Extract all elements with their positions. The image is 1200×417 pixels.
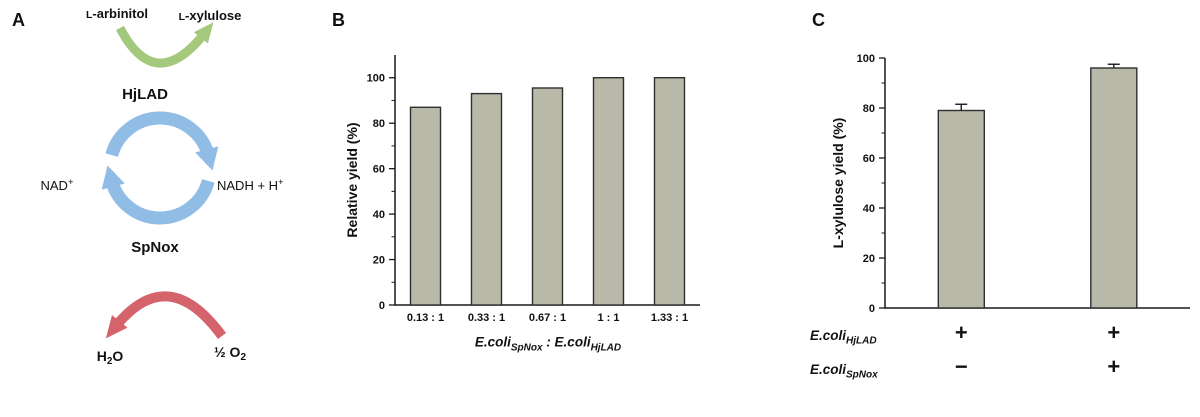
y-tick-label: 40 bbox=[863, 203, 875, 215]
bar bbox=[409, 106, 442, 306]
bar bbox=[1090, 67, 1138, 309]
panel-b-label: B bbox=[332, 10, 345, 30]
y-tick-label: 20 bbox=[373, 255, 385, 267]
y-tick-label: 100 bbox=[857, 53, 875, 65]
chart-b-yaxis-title: Relative yield (%) bbox=[344, 122, 360, 238]
xlabel-ecoli-hjlad: E.coli bbox=[554, 334, 591, 350]
condition-row-label: E.coliSpNox bbox=[810, 362, 878, 381]
cofactor-cycle-arrow-bottom bbox=[101, 165, 215, 225]
enzyme-hjlad-label: HjLAD bbox=[122, 86, 168, 103]
relative-yield-bar-chart: 0 20 40 60 80 100 0.13 : 1 0.33 : 1 0.67 : 1 1 : … bbox=[367, 55, 700, 324]
bar bbox=[531, 87, 564, 306]
water-label: H2O bbox=[97, 348, 124, 367]
substrate-top-label: L-arbinitol bbox=[86, 6, 148, 21]
condition-value: − bbox=[955, 354, 968, 379]
x-tick-label: 1.33 : 1 bbox=[651, 312, 688, 324]
oxygen-reduction-arrow bbox=[105, 291, 227, 339]
y-tick-label: 80 bbox=[373, 118, 385, 130]
bar bbox=[937, 109, 986, 309]
l-xylulose-yield-bar-chart: 0 20 40 60 80 100 E.coliHjLAD + + E.coliSpNox − + bbox=[810, 53, 1190, 381]
bar bbox=[653, 77, 686, 306]
panel-a-label: A bbox=[12, 10, 25, 30]
panel-c-label: C bbox=[812, 10, 825, 30]
cofactor-cycle-arrow-top bbox=[105, 111, 219, 171]
y-tick-label: 100 bbox=[367, 73, 385, 85]
condition-value: + bbox=[1107, 320, 1120, 345]
condition-value: + bbox=[1107, 354, 1120, 379]
nad-label: NAD+ bbox=[40, 177, 73, 193]
product-top-label: L-xylulose bbox=[179, 8, 242, 23]
x-tick-label: 0.13 : 1 bbox=[407, 312, 444, 324]
enzymatic-cycle-diagram: L-arbinitol L-xylulose HjLAD NAD+ NADH +… bbox=[40, 6, 284, 367]
enzyme-spnox-label: SpNox bbox=[131, 239, 179, 256]
nadh-label: NADH + H+ bbox=[217, 177, 284, 193]
x-tick-label: 0.67 : 1 bbox=[529, 312, 566, 324]
y-tick-label: 60 bbox=[373, 164, 385, 176]
xlabel-separator: : bbox=[542, 334, 555, 350]
y-tick-label: 0 bbox=[379, 300, 385, 312]
xlabel-spnox-subscript: SpNox bbox=[510, 342, 543, 354]
y-tick-label: 40 bbox=[373, 209, 385, 221]
xlabel-ecoli-spnox: E.coli bbox=[474, 334, 511, 350]
bar bbox=[470, 92, 503, 306]
xlabel-hjlad-subscript: HjLAD bbox=[590, 342, 622, 354]
condition-value: + bbox=[955, 320, 968, 345]
chart-b-xaxis-label: E.coliSpNox : E.coliHjLAD bbox=[475, 335, 621, 354]
substrate-conversion-arrow bbox=[116, 22, 214, 68]
x-tick-label: 0.33 : 1 bbox=[468, 312, 505, 324]
oxygen-label: ½ O2 bbox=[214, 344, 246, 363]
y-tick-label: 80 bbox=[863, 103, 875, 115]
bar bbox=[592, 77, 625, 306]
y-tick-label: 20 bbox=[863, 253, 875, 265]
condition-row-label: E.coliHjLAD bbox=[810, 328, 877, 347]
y-tick-label: 60 bbox=[863, 153, 875, 165]
y-tick-label: 0 bbox=[869, 303, 875, 315]
x-tick-label: 1 : 1 bbox=[597, 312, 619, 324]
